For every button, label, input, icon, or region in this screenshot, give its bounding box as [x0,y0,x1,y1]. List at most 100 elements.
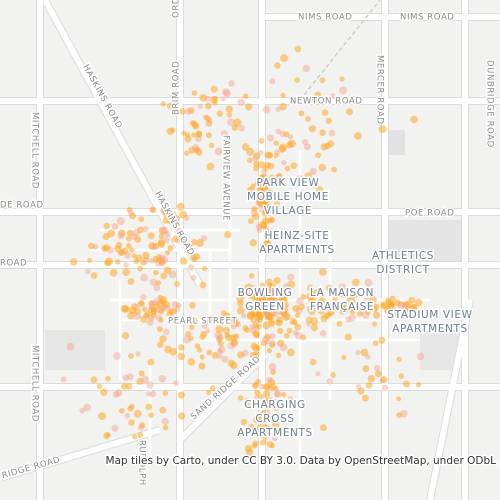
incident-dot [90,376,98,384]
incident-dot [222,326,231,335]
incident-dot [90,272,98,279]
incident-dot [339,76,345,82]
incident-dot [294,77,300,83]
incident-dot [199,281,207,289]
place-label: DISTRICT [376,264,429,276]
incident-dot [216,110,224,117]
incident-dot [140,259,147,266]
incident-dot [149,206,157,214]
incident-dot [217,340,224,347]
incident-dot [253,152,261,160]
road-label: BRIM ROAD [172,61,182,116]
incident-dot [276,308,283,315]
incident-dot [315,371,321,377]
incident-dot [197,103,204,110]
incident-dot [396,356,402,363]
incident-dot [344,333,352,341]
incident-dot [236,306,245,315]
incident-dot [252,440,259,447]
incident-dot [160,226,169,235]
incident-dot [209,385,216,392]
incident-dot [88,242,95,250]
incident-dot [415,382,421,388]
place-label: GREEN [245,301,285,313]
road-label: NIMS ROAD [298,13,353,23]
incident-dot [272,420,280,429]
incident-dot [237,395,244,401]
incident-dot [262,390,271,398]
incident-dot [383,306,392,315]
incident-dot [236,294,245,303]
incident-dot [246,448,254,456]
incident-dot [146,317,155,326]
incident-dot [169,347,178,356]
incident-dot [127,209,134,216]
incident-dot [306,305,313,312]
incident-dot [105,432,111,438]
incident-dot [150,243,158,250]
incident-dot [153,297,162,306]
incident-dot [262,335,269,343]
incident-dot [279,343,288,352]
incident-dot [177,352,185,361]
road-label: DUNBRIDGE ROAD [485,60,495,148]
incident-dot [301,139,309,146]
incident-dot [175,226,181,232]
incident-dot [256,431,262,438]
incident-dot [152,255,159,262]
incident-dot [411,303,418,310]
incident-dot [187,358,196,366]
incident-dot [133,258,139,264]
incident-dot [179,210,188,219]
road-label: NIMS ROAD [400,13,455,23]
incident-dot [308,307,316,315]
incident-dot [206,349,213,356]
incident-dot [258,174,265,181]
incident-dot [245,103,253,111]
place-label: BOWLING [238,287,293,299]
incident-dot [348,314,356,322]
incident-dot [268,317,275,324]
incident-dot [250,311,256,318]
incident-dot [367,374,375,383]
incident-dot [265,278,273,286]
incident-dot [96,383,103,390]
incident-dot [262,208,271,216]
incident-dot [256,403,263,410]
incident-dot [228,319,235,326]
incident-dot [262,105,271,114]
incident-dot [275,287,281,293]
incident-dot [153,284,161,292]
incident-dot [339,86,347,95]
incident-dot [319,424,327,432]
incident-dot [265,188,273,197]
incident-dot [268,216,275,223]
incident-dot [253,165,260,172]
incident-dot [161,417,169,426]
incident-dot [281,160,287,166]
incident-dot [337,303,345,311]
incident-dot [140,315,148,323]
incident-dot [112,391,120,398]
incident-dot [283,333,290,339]
incident-dot [123,262,129,268]
incident-dot [340,292,346,298]
incident-dot [254,197,260,203]
place-label: PARK VIEW [256,177,319,189]
incident-dot [118,229,126,237]
place-label: MOBILE HOME [247,191,329,203]
incident-dot [267,162,275,170]
incident-dot [103,222,110,230]
incident-dot [268,287,274,293]
incident-dot [290,162,298,170]
incident-dot [280,54,289,63]
incident-dot [117,248,126,257]
incident-dot [147,232,155,240]
incident-dot [153,303,160,310]
incident-dot [260,339,268,347]
incident-dot [107,229,116,238]
incident-dot [331,166,338,173]
road-label: FAIRVIEW AVENUE [221,135,231,221]
incident-dot [217,345,226,354]
incident-dot [341,354,347,360]
